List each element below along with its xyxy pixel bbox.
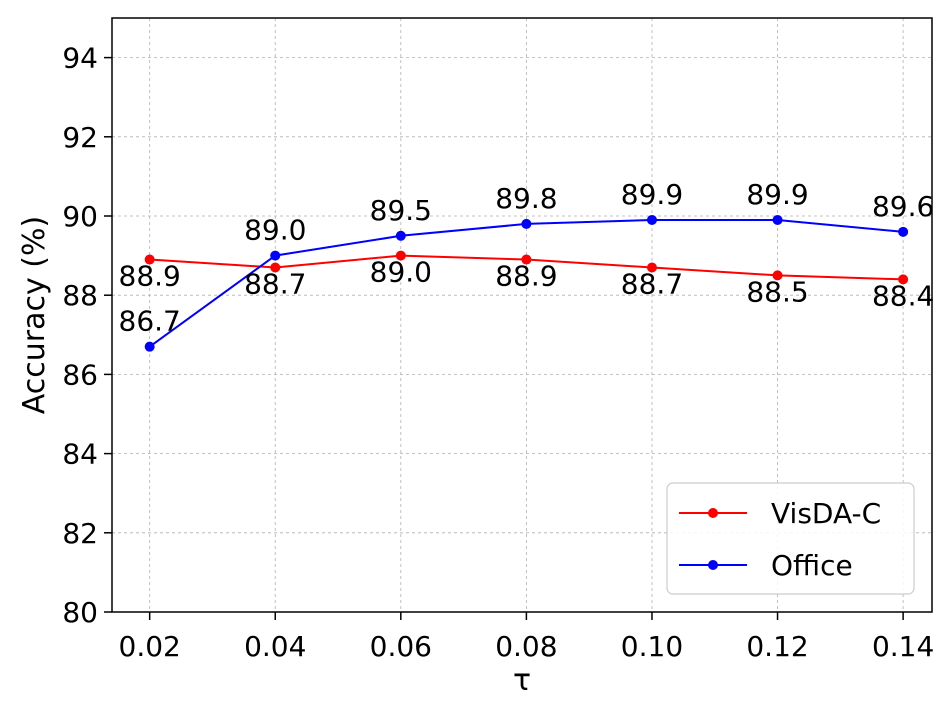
point-office — [144, 341, 155, 352]
x-tick-label: 0.02 — [119, 630, 181, 663]
point-office — [646, 214, 657, 225]
point-visda-c — [395, 250, 406, 261]
point-office — [395, 230, 406, 241]
data-label-office: 89.6 — [872, 190, 934, 223]
legend-box — [666, 482, 915, 595]
data-label-visda-c: 88.7 — [244, 267, 306, 300]
series-layer — [144, 214, 909, 352]
x-tick-label: 0.14 — [872, 630, 934, 663]
point-visda-c — [144, 254, 155, 265]
legend: VisDA-C Office — [666, 482, 915, 595]
point-office — [521, 218, 532, 229]
point-office — [270, 250, 281, 261]
data-label-office: 89.8 — [495, 182, 557, 215]
legend-label-office: Office — [771, 549, 853, 582]
x-axis-label: τ — [513, 663, 531, 698]
grid-lines — [112, 18, 932, 613]
data-label-office: 89.9 — [621, 178, 683, 211]
x-tick-label: 0.04 — [244, 630, 306, 663]
y-axis-label: Accuracy (%) — [17, 216, 52, 414]
y-tick-label: 88 — [62, 279, 98, 312]
data-label-office: 86.7 — [119, 305, 181, 338]
y-tick-label: 92 — [62, 121, 98, 154]
data-label-office: 89.5 — [370, 194, 432, 227]
point-visda-c — [521, 254, 532, 265]
point-visda-c — [270, 262, 281, 273]
point-office — [898, 226, 909, 237]
point-visda-c — [646, 262, 657, 273]
y-tick-label: 82 — [62, 517, 98, 550]
x-tick-label: 0.06 — [370, 630, 432, 663]
y-tick-label: 86 — [62, 358, 98, 391]
data-label-visda-c: 88.9 — [119, 260, 181, 293]
legend-marker-office — [708, 560, 718, 570]
x-tick-label: 0.10 — [621, 630, 683, 663]
data-label-visda-c: 88.4 — [872, 279, 934, 312]
point-visda-c — [772, 270, 783, 281]
data-label-office: 89.9 — [746, 178, 808, 211]
y-tick-label: 90 — [62, 200, 98, 233]
data-label-visda-c: 88.7 — [621, 267, 683, 300]
data-label-visda-c: 89.0 — [370, 256, 432, 289]
y-tick-label: 84 — [62, 438, 98, 471]
data-label-visda-c: 88.9 — [495, 260, 557, 293]
legend-marker-visda-c — [708, 508, 718, 518]
y-tick-label: 94 — [62, 42, 98, 75]
x-tick-label: 0.08 — [495, 630, 557, 663]
plot-frame — [111, 17, 933, 613]
legend-label-visda-c: VisDA-C — [771, 497, 881, 530]
point-office — [772, 214, 783, 225]
x-tick-label: 0.12 — [746, 630, 808, 663]
point-visda-c — [898, 274, 909, 285]
data-label-visda-c: 88.5 — [746, 275, 808, 308]
data-label-office: 89.0 — [244, 214, 306, 247]
data-labels-layer: 88.9 88.7 89.0 88.9 88.7 88.5 88.4 86.7 89.0 89.5… — [119, 178, 935, 338]
y-tick-label: 80 — [62, 596, 98, 629]
axis-ticks: 80 82 84 86 88 90 92 94 0.02 0.04 0.06 0.08 0.10 0.12… — [62, 42, 934, 663]
